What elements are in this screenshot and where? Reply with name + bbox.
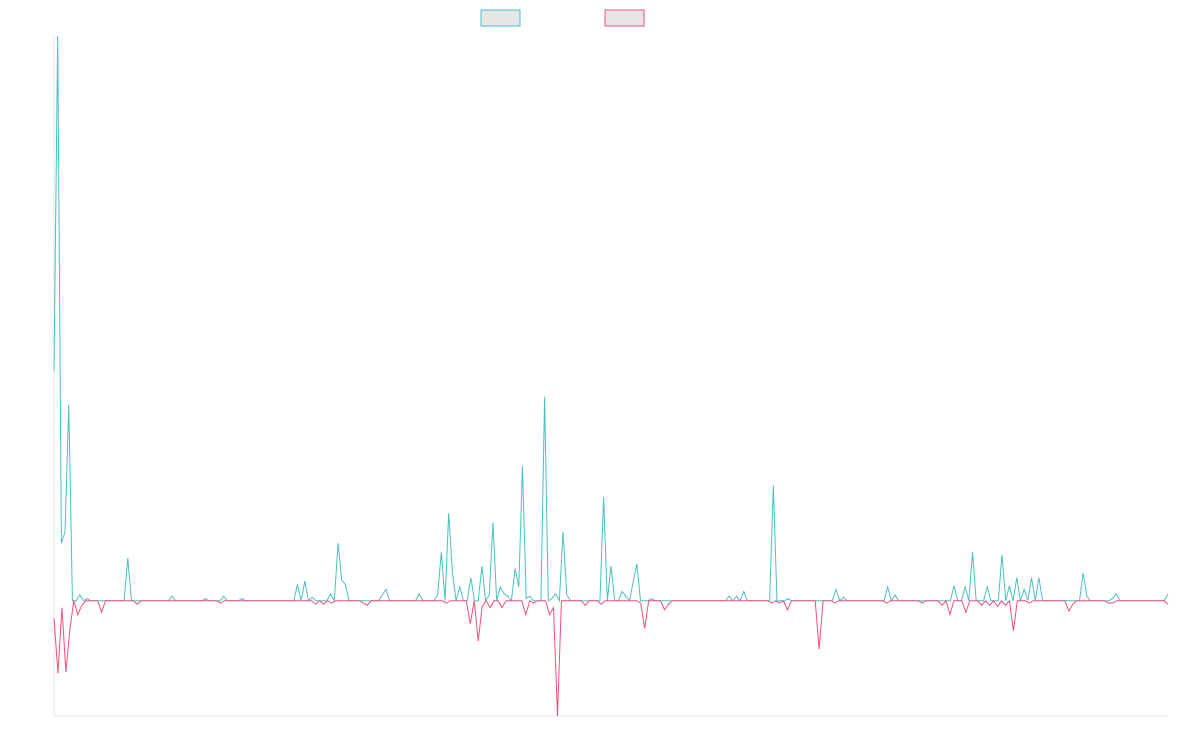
legend-swatch-series-2[interactable] [604,9,645,27]
series-layer [53,35,1169,717]
legend[interactable] [480,9,645,27]
series-1-line [53,35,1169,603]
legend-swatch-series-1[interactable] [480,9,521,27]
series-2-line [53,599,1169,717]
